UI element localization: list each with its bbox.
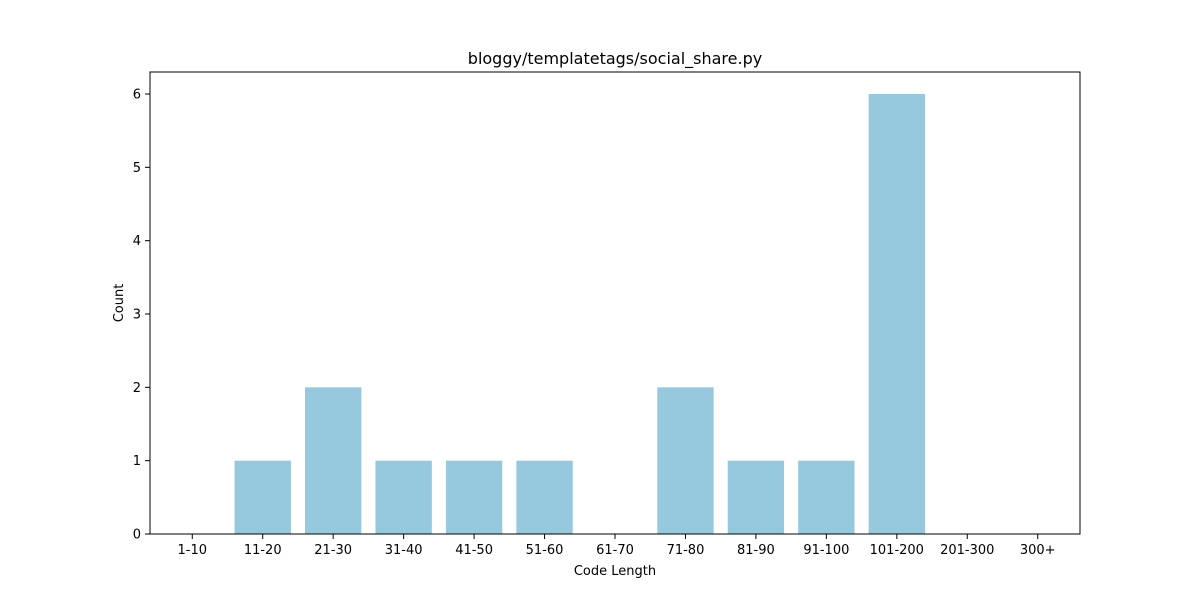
x-tick-label: 81-90: [737, 543, 775, 558]
x-axis: 1-10 11-20 21-30 31-40 41-50 51-60 61-70 71-80 8…: [178, 534, 1056, 558]
y-tick-label: 3: [133, 308, 141, 323]
bar-31-40: [375, 460, 432, 534]
x-tick-label: 201-300: [940, 543, 994, 558]
x-tick-label: 31-40: [385, 543, 423, 558]
bar-41-50: [445, 460, 503, 534]
bar-91-100: [798, 460, 855, 534]
chart-title: bloggy/templatetags/social_share.py: [468, 49, 762, 69]
y-tick-label: 5: [133, 161, 141, 176]
x-tick-label: 51-60: [526, 543, 564, 558]
bar-81-90: [727, 460, 785, 534]
y-tick-label: 4: [133, 234, 141, 249]
bar-101-200: [868, 94, 925, 534]
y-tick-label: 2: [133, 381, 141, 396]
x-axis-label: Code Length: [574, 564, 656, 579]
y-tick-label: 0: [133, 528, 141, 543]
x-tick-label: 71-80: [667, 543, 705, 558]
y-tick-label: 1: [133, 454, 141, 469]
bar-11-20: [234, 460, 291, 534]
x-tick-label: 1-10: [178, 543, 208, 558]
y-tick-label: 6: [133, 88, 141, 103]
bar-21-30: [305, 387, 362, 534]
bar-71-80: [657, 387, 714, 534]
x-tick-label: 300+: [1020, 543, 1056, 558]
y-axis: 0 1 2 3 4 5 6: [133, 88, 150, 543]
x-tick-label: 61-70: [596, 543, 634, 558]
x-tick-label: 11-20: [244, 543, 282, 558]
x-tick-label: 101-200: [870, 543, 924, 558]
x-tick-label: 21-30: [314, 543, 352, 558]
y-axis-label: Count: [112, 284, 127, 323]
x-tick-label: 41-50: [455, 543, 493, 558]
x-tick-label: 91-100: [803, 543, 849, 558]
bars-group: [234, 94, 925, 534]
bar-51-60: [516, 460, 573, 534]
